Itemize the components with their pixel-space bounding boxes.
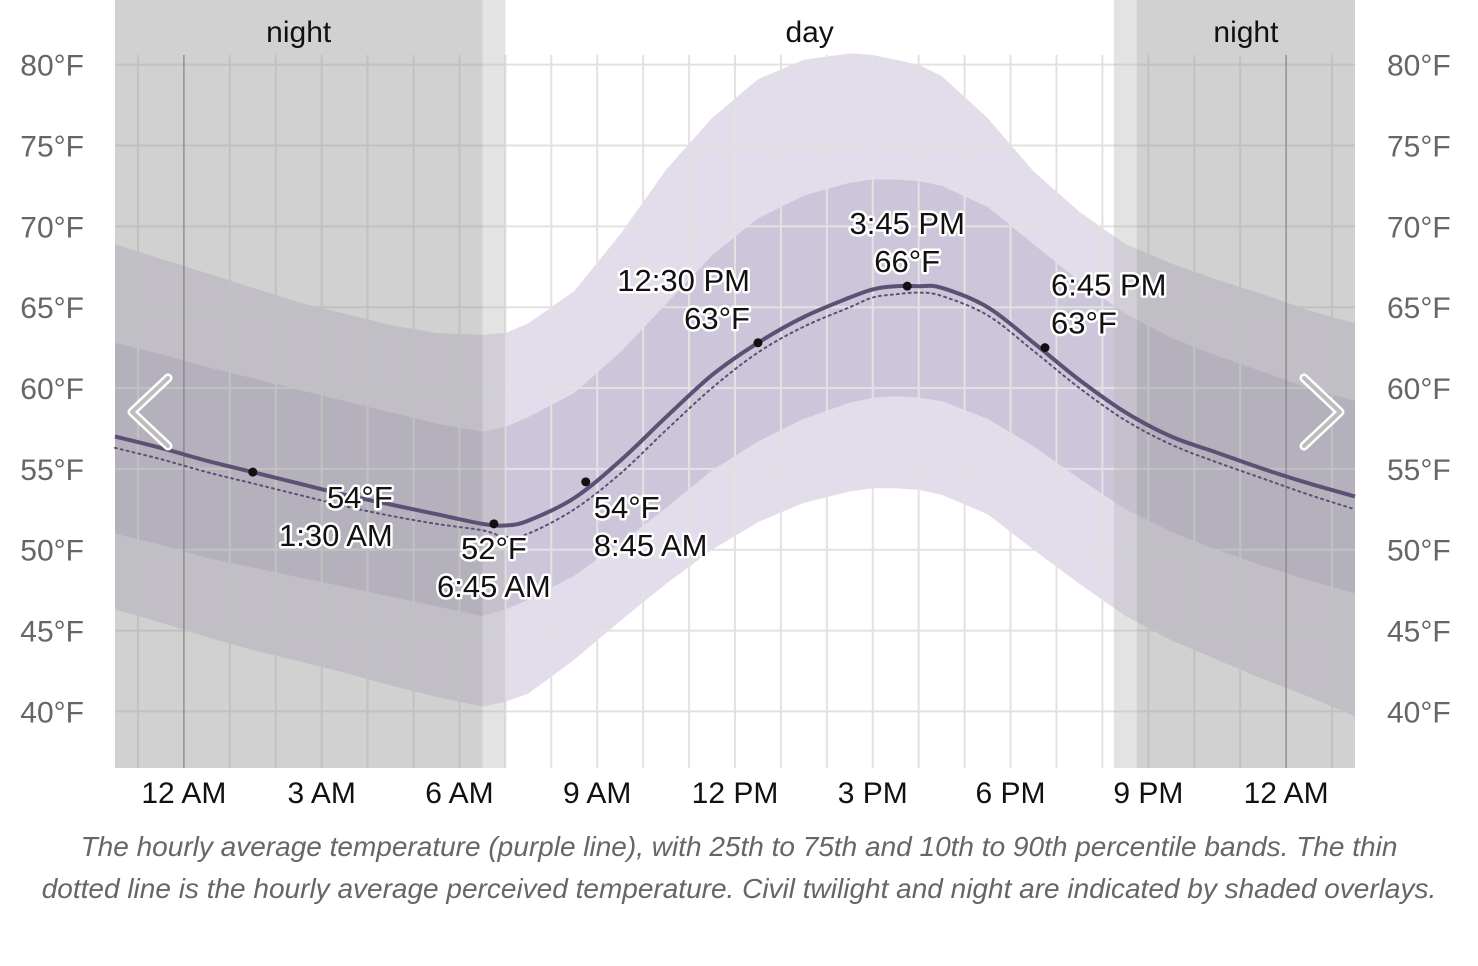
annotation-time: 6:45 PM bbox=[1051, 268, 1166, 303]
y-tick-label-right: 65°F bbox=[1387, 292, 1451, 325]
period-label-night: night bbox=[266, 16, 332, 49]
marker-point bbox=[902, 281, 912, 291]
annotation-time: 1:30 AM bbox=[279, 518, 393, 553]
annotation-temp: 63°F bbox=[684, 301, 750, 336]
x-tick-label: 3 PM bbox=[838, 777, 908, 810]
annotation-time: 12:30 PM bbox=[617, 263, 750, 298]
tick-labels: 40°F 40°F 45°F 45°F 50°F 50°F 55°F 55°F 60°F 60°F… bbox=[20, 50, 1450, 810]
x-tick-label: 6 PM bbox=[976, 777, 1046, 810]
y-tick-label-right: 50°F bbox=[1387, 535, 1451, 568]
annotation-temp: 63°F bbox=[1051, 306, 1117, 341]
marker-point bbox=[248, 467, 258, 477]
x-tick-label: 9 AM bbox=[563, 777, 631, 810]
nav-arrows bbox=[127, 373, 1345, 451]
y-tick-label-right: 40°F bbox=[1387, 696, 1451, 729]
x-tick-label: 6 AM bbox=[425, 777, 493, 810]
y-tick-label-left: 75°F bbox=[20, 131, 84, 164]
y-tick-label-right: 75°F bbox=[1387, 131, 1451, 164]
y-tick-label-left: 70°F bbox=[20, 211, 84, 244]
y-tick-label-left: 50°F bbox=[20, 535, 84, 568]
temperature-chart: night day night 40°F 40°F 45°F 45°F 50°F 50°F 55… bbox=[20, 0, 1451, 904]
night-overlay bbox=[115, 0, 483, 768]
annotation-temp: 54°F bbox=[594, 490, 660, 525]
perceived-temperature-line bbox=[114, 291, 1356, 539]
y-tick-label-left: 60°F bbox=[20, 373, 84, 406]
marker-point bbox=[489, 519, 499, 529]
annotation-time: 6:45 AM bbox=[437, 569, 551, 604]
period-label-night: night bbox=[1213, 16, 1279, 49]
annotation-temp: 66°F bbox=[874, 244, 940, 279]
y-tick-label-right: 80°F bbox=[1387, 50, 1451, 83]
grid bbox=[115, 55, 1355, 768]
y-tick-label-right: 55°F bbox=[1387, 454, 1451, 487]
marker-points bbox=[248, 281, 1050, 529]
annotation-time: 3:45 PM bbox=[849, 206, 964, 241]
y-tick-label-right: 60°F bbox=[1387, 373, 1451, 406]
x-tick-label: 12 AM bbox=[1244, 777, 1329, 810]
chart-svg: night day night 40°F 40°F 45°F 45°F 50°F 50°F 55… bbox=[20, 0, 1451, 810]
annotation-time: 8:45 AM bbox=[594, 528, 708, 563]
annotation-temp: 54°F bbox=[327, 480, 393, 515]
chart-caption: The hourly average temperature (purple l… bbox=[41, 831, 1437, 904]
y-tick-label-left: 65°F bbox=[20, 292, 84, 325]
annotation-temp: 52°F bbox=[461, 531, 527, 566]
marker-point bbox=[581, 477, 591, 487]
x-tick-label: 12 PM bbox=[692, 777, 779, 810]
marker-point bbox=[1040, 343, 1050, 353]
x-tick-label: 3 AM bbox=[287, 777, 355, 810]
period-label-day: day bbox=[785, 16, 833, 49]
twilight-overlay bbox=[1113, 0, 1137, 768]
y-tick-label-left: 80°F bbox=[20, 50, 84, 83]
y-tick-label-left: 45°F bbox=[20, 616, 84, 649]
twilight-overlay bbox=[482, 0, 506, 768]
chevron-left-icon[interactable] bbox=[130, 376, 170, 448]
x-tick-label: 12 AM bbox=[141, 777, 226, 810]
x-tick-label: 9 PM bbox=[1113, 777, 1183, 810]
night-overlay bbox=[1136, 0, 1355, 768]
y-tick-label-left: 40°F bbox=[20, 696, 84, 729]
marker-point bbox=[753, 338, 763, 348]
chevron-right-icon[interactable] bbox=[1302, 376, 1342, 448]
period-overlays: night day night bbox=[115, 0, 1355, 768]
y-tick-label-right: 70°F bbox=[1387, 211, 1451, 244]
y-tick-label-left: 55°F bbox=[20, 454, 84, 487]
y-tick-label-right: 45°F bbox=[1387, 616, 1451, 649]
